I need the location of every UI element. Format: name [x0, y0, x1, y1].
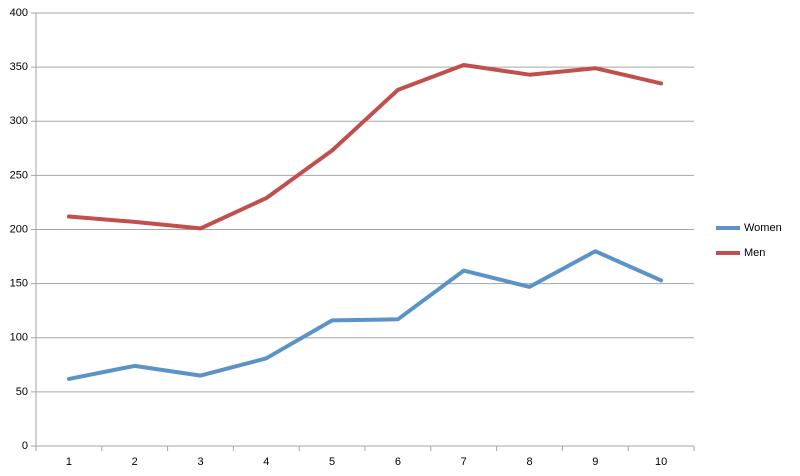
series-line — [66, 249, 664, 381]
x-tick-label: 3 — [197, 456, 203, 468]
y-tick-label: 0 — [22, 440, 28, 452]
x-tick-label: 7 — [461, 456, 467, 468]
x-tick-label: 4 — [263, 456, 269, 468]
x-tick-label: 6 — [395, 456, 401, 468]
x-tick-label: 2 — [132, 456, 138, 468]
y-tick-label: 250 — [10, 169, 28, 181]
y-tick-label: 300 — [10, 115, 28, 127]
legend-label: Women — [744, 222, 782, 234]
y-tick-label: 150 — [10, 278, 28, 290]
y-tick-label: 350 — [10, 61, 28, 73]
y-tick-label: 50 — [16, 386, 28, 398]
x-tick-label: 9 — [592, 456, 598, 468]
y-tick-label: 400 — [10, 7, 28, 19]
y-tick-label: 200 — [10, 223, 28, 235]
x-tick-label: 5 — [329, 456, 335, 468]
x-tick-label: 8 — [526, 456, 532, 468]
series-line — [66, 63, 664, 231]
x-tick-label: 1 — [66, 456, 72, 468]
y-tick-label: 100 — [10, 332, 28, 344]
legend-label: Men — [744, 247, 765, 259]
x-tick-label: 10 — [655, 456, 667, 468]
